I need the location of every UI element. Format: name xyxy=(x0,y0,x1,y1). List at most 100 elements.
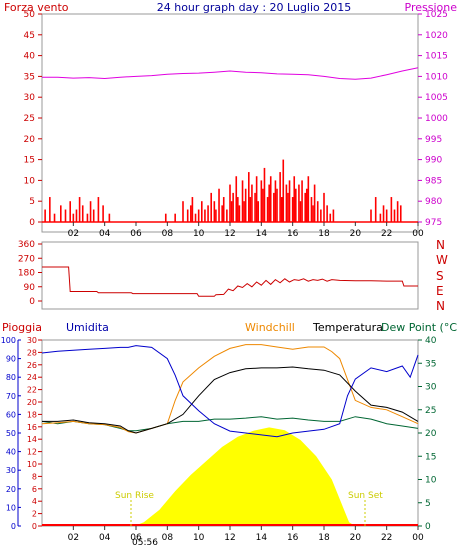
wind-bar xyxy=(207,205,209,222)
direction-tick-label: 360 xyxy=(18,240,35,250)
rain-tick-label: 22 xyxy=(27,386,37,395)
rain-tick-label: 18 xyxy=(27,410,37,419)
wind-bar xyxy=(288,180,291,222)
rain-tick-label: 2 xyxy=(32,510,37,519)
wind-bar xyxy=(298,184,300,222)
rain-tick-label: 14 xyxy=(27,435,37,444)
pressure-axis-label: Pressione xyxy=(405,1,458,14)
rain-tick-label: 24 xyxy=(27,373,37,382)
temperature-axis-ticks: 0 5 10 15 20 25 30 35 40 xyxy=(418,336,437,532)
wind-bar xyxy=(279,172,281,222)
wind-bar xyxy=(326,205,328,222)
wind-tick-label: 25 xyxy=(24,114,35,124)
wind-bar xyxy=(274,180,277,222)
wind-bar xyxy=(329,213,332,222)
wind-bar xyxy=(382,205,385,222)
panel1-x-tick-label: 20 xyxy=(350,229,362,239)
direction-degree-ticks: 0 90 180 270 360 xyxy=(18,240,42,307)
wind-bar xyxy=(269,176,272,222)
wind-bar xyxy=(320,209,322,222)
panel3-x-tick-label: 16 xyxy=(287,533,299,543)
wind-bar xyxy=(229,184,231,222)
humidity-tick-label: 20 xyxy=(6,485,16,494)
panel1-x-tick-label: 08 xyxy=(162,229,174,239)
humidity-tick-label: 10 xyxy=(6,503,16,512)
pressure-tick-label: 1010 xyxy=(425,72,448,82)
panel3-x-tick-label: 12 xyxy=(224,533,235,543)
wind-bar xyxy=(92,209,95,222)
wind-bar xyxy=(190,205,192,222)
wind-tick-label: 50 xyxy=(24,10,36,20)
wind-bar xyxy=(266,197,269,222)
wind-bar xyxy=(186,209,189,222)
wind-tick-label: 10 xyxy=(24,176,36,186)
pressure-tick-label: 990 xyxy=(425,156,442,166)
humidity-tick-label: 30 xyxy=(6,466,16,475)
humidity-tick-label: 100 xyxy=(1,336,16,345)
pressure-tick-label: 985 xyxy=(425,176,442,186)
temperature-tick-label: 40 xyxy=(425,336,437,346)
pressure-tick-label: 1015 xyxy=(425,52,448,62)
panel3-x-tick-label: 08 xyxy=(162,533,174,543)
wind-bar xyxy=(262,188,264,222)
wind-bar xyxy=(69,201,71,222)
wind-direction-plot-area xyxy=(41,241,419,310)
wind-bar xyxy=(244,188,247,222)
wind-bar xyxy=(222,197,225,222)
wind-bar xyxy=(257,201,259,222)
rain-tick-label: 28 xyxy=(27,348,37,357)
wind-bar xyxy=(295,188,297,222)
windchill-line xyxy=(41,344,419,434)
temperature-label: Temperatura xyxy=(312,321,383,334)
wind-bar xyxy=(323,192,325,222)
humidity-tick-label: 70 xyxy=(6,392,16,401)
wind-bar xyxy=(215,209,217,222)
wind-bar xyxy=(268,184,270,222)
wind-bar xyxy=(263,167,266,222)
wind-tick-label: 40 xyxy=(24,52,36,62)
wind-bar xyxy=(210,192,212,222)
temperature-tick-label: 20 xyxy=(425,429,437,439)
wind-bar xyxy=(238,205,241,222)
humidity-tick-label: 90 xyxy=(6,355,16,364)
wind-bar xyxy=(390,197,393,222)
wind-bar xyxy=(248,172,250,222)
wind-bar xyxy=(273,192,275,222)
wind-bar xyxy=(399,205,402,222)
wind-bar xyxy=(182,201,184,222)
wind-bar xyxy=(72,213,75,222)
wind-bar xyxy=(49,197,51,222)
humidity-tick-label: 80 xyxy=(6,373,16,382)
temperature-tick-label: 35 xyxy=(425,359,436,369)
wind-bar xyxy=(241,180,244,222)
panel1-x-tick-label: 12 xyxy=(224,229,235,239)
rain-tick-label: 12 xyxy=(27,448,37,457)
wind-bar xyxy=(255,176,258,222)
wind-bar xyxy=(235,176,238,222)
wind-bar xyxy=(304,192,306,222)
temperature-tick-label: 5 xyxy=(425,499,431,509)
wind-bar xyxy=(260,180,263,222)
panel3-x-tick-label: 00 xyxy=(412,533,424,543)
humidity-tick-label: 40 xyxy=(6,448,16,457)
wind-tick-label: 15 xyxy=(24,156,35,166)
wind-tick-label: 5 xyxy=(29,197,35,207)
wind-tick-label: 30 xyxy=(24,93,36,103)
wind-bar xyxy=(174,213,176,222)
wind-bar xyxy=(313,184,316,222)
wind-bar xyxy=(287,192,289,222)
wind-direction-line xyxy=(42,266,418,297)
wind-bar xyxy=(108,213,111,222)
panel1-x-tick-label: 18 xyxy=(318,229,330,239)
wind-bar xyxy=(396,201,399,222)
pressure-tick-label: 995 xyxy=(425,135,442,145)
panel3-x-tick-label: 02 xyxy=(68,533,79,543)
wind-bar xyxy=(86,213,89,222)
direction-tick-label: 180 xyxy=(18,269,35,279)
wind-bar xyxy=(204,209,206,222)
wind-tick-label: 35 xyxy=(24,72,35,82)
wind-axis-ticks: 0 5 10 15 20 25 30 35 40 45 50 xyxy=(24,10,42,228)
rain-tick-label: 0 xyxy=(32,522,37,531)
compass-label: W xyxy=(436,253,448,267)
